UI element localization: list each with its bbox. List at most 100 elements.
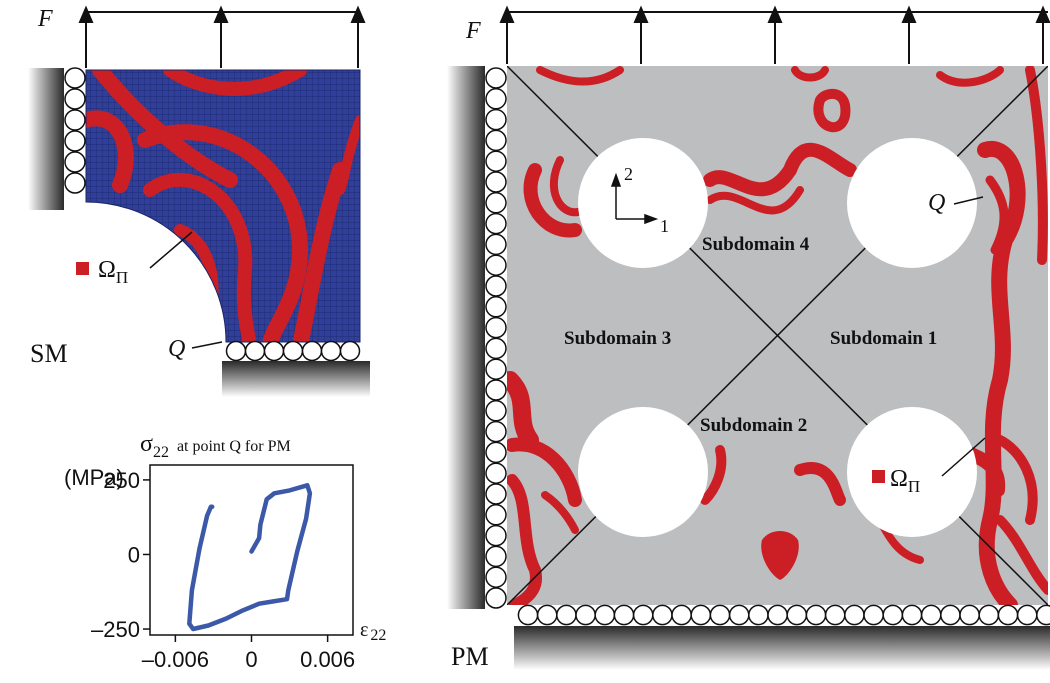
roller <box>632 604 654 626</box>
pm-left-rollers <box>485 67 507 609</box>
pm-force-label: F <box>465 18 481 44</box>
roller <box>901 604 923 626</box>
pm-plastic-blob <box>761 531 799 580</box>
roller <box>485 400 507 422</box>
x-tick-label: –0.006 <box>142 647 209 672</box>
roller <box>594 604 616 626</box>
roller <box>485 462 507 484</box>
roller <box>786 604 808 626</box>
roller <box>613 604 635 626</box>
sm-point-q-leader <box>191 341 223 349</box>
roller <box>652 604 673 626</box>
stress-strain-chart: σ22 at point Q for PM –0.006 0 0.006 250 0 –25… <box>64 431 386 672</box>
series-line-1 <box>187 483 313 632</box>
sm-force-label: F <box>37 6 53 32</box>
roller <box>485 150 507 172</box>
pm-legend-swatch <box>872 470 885 483</box>
chart-x-label: ε 22 <box>360 619 386 644</box>
roller <box>485 108 507 131</box>
roller <box>485 171 507 193</box>
sm-left-rollers <box>64 67 86 194</box>
pm-axis-2-label: 2 <box>624 164 633 184</box>
pm-bottom-rollers <box>517 604 1050 626</box>
sm-legend-leader <box>149 231 193 269</box>
roller <box>978 604 1000 626</box>
roller <box>748 604 769 626</box>
chart-series <box>187 483 313 632</box>
roller <box>485 524 507 547</box>
chart-title: σ22 at point Q for PM <box>140 431 291 461</box>
roller <box>485 566 507 588</box>
pm-load-arrows <box>499 5 1050 64</box>
roller <box>485 275 507 297</box>
sm-load-arrows <box>78 5 366 68</box>
pm-panel: F <box>447 5 1050 671</box>
roller <box>805 604 827 626</box>
chart-ticks: –0.006 0 0.006 250 0 –250 <box>91 468 355 672</box>
pm-point-q-leader <box>953 196 984 205</box>
roller <box>485 358 507 380</box>
roller <box>485 129 507 152</box>
roller <box>575 604 596 626</box>
roller <box>940 604 961 626</box>
pm-bottom-wall <box>514 626 1050 670</box>
subdomain-3-label: Subdomain 3 <box>564 328 671 349</box>
roller <box>485 88 507 110</box>
roller <box>536 604 558 626</box>
sm-model-label: SM <box>30 339 68 368</box>
roller <box>556 604 577 626</box>
sm-bottom-wall <box>222 361 370 397</box>
roller <box>767 604 788 626</box>
roller <box>485 504 507 526</box>
roller <box>485 254 507 276</box>
roller <box>485 420 507 443</box>
sm-legend-swatch <box>76 262 89 275</box>
roller <box>824 604 846 626</box>
y-tick-label: 250 <box>103 468 140 493</box>
pm-plastic-zones <box>507 66 1048 605</box>
roller <box>844 604 865 626</box>
roller <box>485 212 507 235</box>
roller <box>485 379 507 401</box>
sm-mesh <box>86 70 360 342</box>
pm-left-wall <box>447 66 485 609</box>
roller <box>997 604 1019 626</box>
roller <box>485 337 507 360</box>
roller <box>485 316 507 339</box>
roller <box>728 604 750 626</box>
x-tick-label: 0.006 <box>300 647 355 672</box>
sm-left-wall <box>28 68 64 210</box>
roller <box>485 67 507 89</box>
pm-axis-1-label: 1 <box>660 216 669 236</box>
roller <box>863 604 884 626</box>
sm-point-q-label: Q <box>168 336 185 362</box>
sm-legend-label: ΩΠ <box>98 257 128 287</box>
pm-legend-label: ΩΠ <box>890 466 920 496</box>
roller <box>920 604 942 626</box>
subdomain-4-label: Subdomain 4 <box>702 234 810 255</box>
roller <box>671 604 692 626</box>
x-tick-label: 0 <box>245 647 257 672</box>
roller <box>517 604 539 626</box>
roller <box>485 545 507 568</box>
pm-point-q-label: Q <box>928 190 945 216</box>
roller <box>485 483 507 505</box>
roller <box>485 296 507 318</box>
roller <box>690 604 712 626</box>
roller <box>485 587 507 609</box>
roller <box>959 604 980 626</box>
roller <box>485 233 507 256</box>
roller <box>1036 604 1050 626</box>
roller <box>485 192 507 214</box>
y-tick-label: 0 <box>128 542 140 567</box>
roller <box>882 604 904 626</box>
sm-panel: F <box>28 5 370 397</box>
sm-bottom-rollers <box>225 340 361 362</box>
pm-local-axes <box>610 172 659 225</box>
roller <box>485 441 507 464</box>
y-tick-label: –250 <box>91 617 140 642</box>
roller <box>709 604 731 626</box>
pm-legend-leader <box>941 437 986 477</box>
subdomain-2-label: Subdomain 2 <box>700 415 807 436</box>
